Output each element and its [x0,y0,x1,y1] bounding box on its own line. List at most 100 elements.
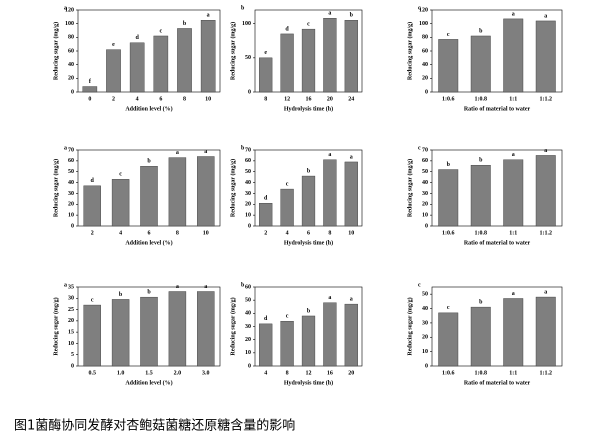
y-axis-label: Reducing sugar (mg/g) [52,22,59,80]
y-tick-label: 20 [68,76,74,82]
y-tick-label: 40 [68,180,74,186]
significance-letter: b [479,28,483,34]
x-tick-label: 1:1.2 [540,96,553,102]
y-tick-label: 40 [68,62,74,68]
y-tick-label: 50 [68,169,74,175]
x-tick-label: 0 [88,96,91,102]
y-tick-label: 10 [245,350,251,356]
bar [111,179,130,227]
y-tick-label: 50 [245,169,251,175]
y-axis-label: Reducing sugar (mg/g) [406,22,413,80]
significance-letter: a [512,152,515,158]
y-tick-label: 40 [422,62,428,68]
panel-label: c [418,282,421,288]
y-tick-label: 20 [68,202,74,208]
significance-letter: b [307,168,311,174]
x-tick-label: 2.0 [174,370,182,376]
y-tick-label: 100 [419,21,428,27]
bar [259,323,273,367]
bar [503,159,524,227]
y-tick-label: 80 [422,35,428,41]
y-tick-label: 5 [71,352,74,358]
significance-letter: c [447,305,450,311]
y-tick-label: 50 [422,169,428,175]
bar [535,20,556,93]
significance-letter: d [135,35,139,41]
y-tick-label: 0 [248,223,251,229]
y-tick-label: 50 [245,55,251,61]
y-axis-label: Reducing sugar (mg/g) [52,159,59,217]
significance-letter: c [91,297,94,303]
x-tick-label: 1:0.6 [442,230,455,236]
bar [301,315,316,367]
significance-letter: b [147,290,151,296]
significance-letter: c [307,22,310,28]
significance-letter: a [204,149,207,155]
y-tick-label: 15 [68,330,74,336]
y-tick-label: 80 [68,35,74,41]
y-tick-label: 70 [68,147,74,153]
bar [129,42,145,93]
y-tick-label: 0 [71,363,74,369]
x-axis-label: Ratio of material to water [464,240,531,246]
significance-letter: f [89,79,92,85]
panel-label: c [418,145,421,151]
significance-letter: b [350,13,354,19]
panel-label: a [64,282,67,288]
bar [323,159,337,227]
y-tick-label: 30 [245,191,251,197]
significance-letter: d [285,26,289,32]
x-tick-label: 24 [348,96,354,102]
x-tick-label: 12 [306,370,312,376]
y-tick-label: 30 [245,324,251,330]
bar [535,155,556,227]
significance-letter: a [350,296,353,302]
bar [168,291,187,367]
y-tick-label: 0 [71,89,74,95]
bar [438,169,459,227]
y-tick-label: 50 [422,292,428,298]
significance-letter: a [544,289,547,295]
significance-letter: e [264,50,267,56]
bar [106,49,121,93]
y-tick-label: 50 [245,298,251,304]
x-tick-label: 1.5 [145,370,153,376]
y-tick-label: 0 [425,363,428,369]
y-tick-label: 20 [422,202,428,208]
y-tick-label: 60 [422,158,428,164]
y-tick-label: 30 [422,191,428,197]
y-tick-label: 20 [422,335,428,341]
bar [503,18,524,93]
significance-letter: a [207,13,210,19]
x-axis-label: Ratio of material to water [464,106,531,112]
x-tick-label: 16 [306,96,312,102]
significance-letter: b [479,299,483,305]
bar [344,20,358,93]
y-tick-label: 30 [68,296,74,302]
significance-letter: b [479,158,483,164]
x-tick-label: 10 [348,230,354,236]
significance-letter: a [176,284,179,290]
y-tick-label: 0 [425,89,428,95]
x-tick-label: 1:1 [509,230,517,236]
bar [197,156,215,227]
panel-label: b [241,145,245,151]
x-tick-label: 20 [327,96,333,102]
y-tick-label: 0 [425,223,428,229]
bar [83,185,101,227]
x-tick-label: 4 [286,230,289,236]
y-axis-label: Reducing sugar (mg/g) [406,159,413,217]
x-tick-label: 2 [112,96,115,102]
x-tick-label: 2 [91,230,94,236]
bar [344,303,358,367]
significance-letter: a [544,13,547,19]
bar [438,39,459,93]
y-tick-label: 60 [68,158,74,164]
x-axis-label: Ratio of material to water [464,380,531,386]
y-tick-label: 10 [68,341,74,347]
y-tick-label: 10 [422,349,428,355]
panel-label: b [241,5,245,11]
y-tick-label: 60 [245,284,251,290]
x-tick-label: 10 [203,230,209,236]
